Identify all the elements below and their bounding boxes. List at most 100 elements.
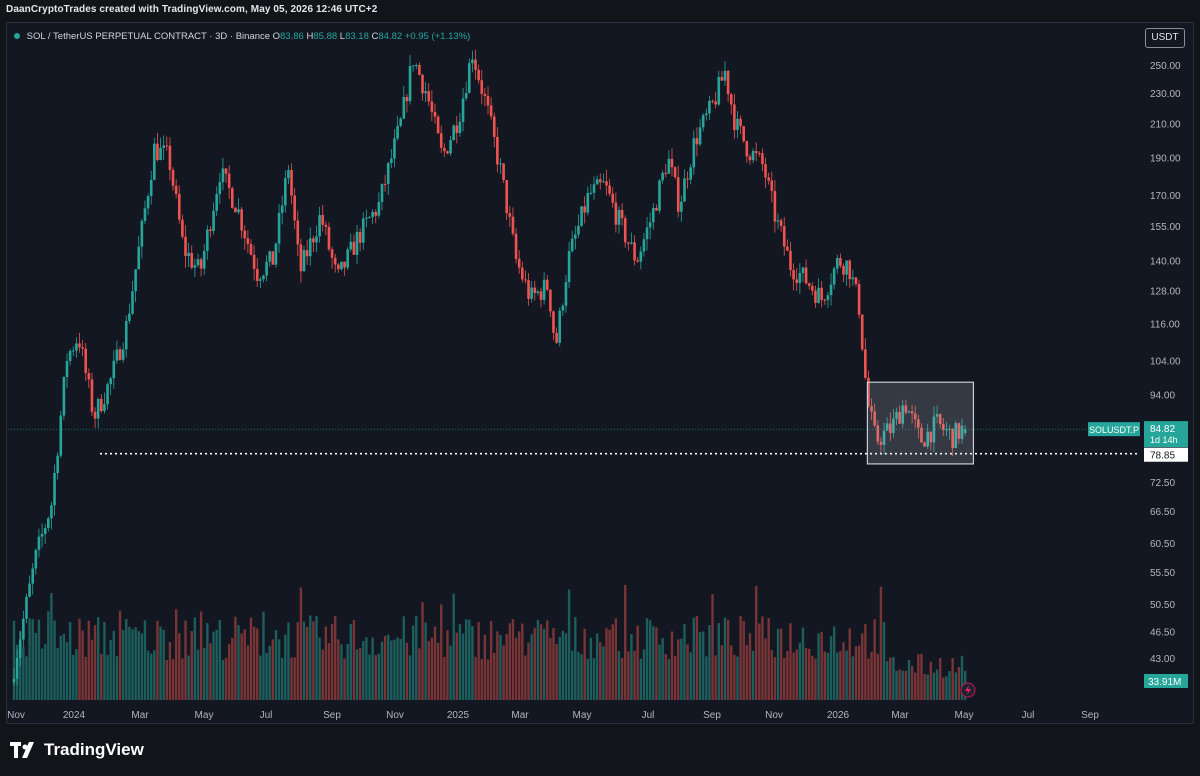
- candle-body: [511, 216, 515, 234]
- x-tick-label: May: [195, 710, 214, 721]
- candle-body: [598, 179, 602, 183]
- candle-body: [190, 252, 194, 268]
- candle-body: [246, 238, 250, 244]
- volume-bar: [408, 655, 412, 700]
- volume-bar: [876, 653, 880, 700]
- volume-bar: [889, 657, 892, 700]
- volume-bar: [814, 658, 817, 700]
- volume-bar: [807, 648, 811, 700]
- volume-bar: [795, 649, 798, 700]
- candle-body: [670, 158, 674, 168]
- volume-bar: [751, 650, 755, 700]
- volume-bar: [783, 657, 786, 700]
- candle-body: [477, 69, 480, 81]
- candle-body: [873, 411, 876, 426]
- candle-body: [25, 596, 28, 619]
- candle-body: [801, 267, 805, 274]
- volume-bar: [121, 630, 125, 700]
- volume-bar: [22, 646, 25, 700]
- volume-bar: [764, 638, 767, 700]
- close-label: C: [371, 31, 379, 42]
- candle-body: [586, 192, 590, 213]
- candle-body: [199, 259, 203, 269]
- volume-bar: [290, 657, 293, 700]
- x-tick-label: Mar: [891, 710, 909, 721]
- volume-bar: [305, 626, 309, 700]
- candle-body: [452, 125, 455, 141]
- candle-body: [926, 431, 929, 447]
- volume-bar: [848, 628, 851, 700]
- y-tick-label: 155.00: [1150, 222, 1181, 233]
- candle-body: [904, 405, 908, 413]
- candle-body: [888, 423, 892, 433]
- volume-bar: [287, 622, 290, 700]
- candle-body: [461, 98, 465, 122]
- candle-body: [611, 193, 615, 203]
- volume-bar: [901, 670, 904, 700]
- candle-body: [28, 583, 31, 597]
- candle-body: [882, 430, 886, 445]
- low-value: 83.18: [345, 31, 369, 42]
- currency-button[interactable]: USDT: [1145, 28, 1185, 48]
- candle-body: [517, 258, 521, 268]
- candle-body: [402, 96, 406, 119]
- volume-bar: [923, 673, 926, 700]
- candle-body: [957, 423, 961, 439]
- volume-bar: [100, 654, 103, 700]
- candle-body: [864, 349, 867, 378]
- candle-body: [471, 59, 474, 64]
- volume-bar: [337, 639, 340, 700]
- volume-bar: [786, 651, 789, 700]
- volume-bar: [667, 659, 671, 700]
- volume-bar: [128, 626, 131, 700]
- candle-body: [349, 241, 353, 250]
- volume-bar: [904, 670, 908, 700]
- candle-body: [664, 172, 668, 174]
- volume-bar: [539, 624, 543, 700]
- volume-bar: [823, 651, 826, 700]
- candle-body: [268, 251, 272, 262]
- candle-body: [505, 180, 509, 214]
- candle-body: [280, 205, 284, 213]
- candle-body: [121, 349, 125, 360]
- volume-bar: [268, 645, 271, 700]
- volume-bar: [804, 648, 808, 700]
- y-tick-label: 94.00: [1150, 391, 1175, 402]
- candle-body: [729, 94, 733, 105]
- candle-body: [464, 93, 468, 99]
- volume-bar: [907, 659, 911, 700]
- candle-body: [627, 242, 630, 244]
- candle-body: [337, 264, 340, 270]
- symbol-title: SOL / TetherUS PERPETUAL CONTRACT · 3D ·…: [26, 31, 271, 42]
- volume-bar: [957, 666, 961, 700]
- candle-body: [230, 188, 234, 208]
- candle-body: [789, 250, 792, 271]
- volume-bar: [243, 629, 246, 700]
- candle-body: [227, 173, 231, 189]
- volume-bar: [561, 630, 565, 700]
- candle-body: [143, 208, 147, 221]
- candle-body: [892, 418, 895, 433]
- volume-bar: [789, 623, 792, 700]
- volume-bar: [106, 654, 109, 700]
- candle-body: [835, 258, 839, 269]
- candle-body: [131, 291, 134, 314]
- chart-frame[interactable]: [6, 22, 1194, 724]
- candle-body: [377, 201, 381, 216]
- candle-body: [661, 172, 664, 181]
- y-tick-label: 55.50: [1150, 568, 1175, 579]
- volume-bar: [84, 656, 87, 700]
- candle-body: [284, 178, 287, 206]
- volume-bar: [28, 618, 31, 700]
- volume-bar: [826, 652, 830, 700]
- volume-bar: [570, 650, 574, 700]
- volume-bar: [832, 626, 836, 700]
- volume-bar: [951, 657, 954, 700]
- volume-bar: [181, 658, 184, 700]
- candle-body: [502, 163, 505, 181]
- candle-body: [202, 250, 206, 269]
- candle-body: [165, 145, 169, 147]
- candle-body: [411, 65, 415, 67]
- candle-body: [829, 284, 833, 296]
